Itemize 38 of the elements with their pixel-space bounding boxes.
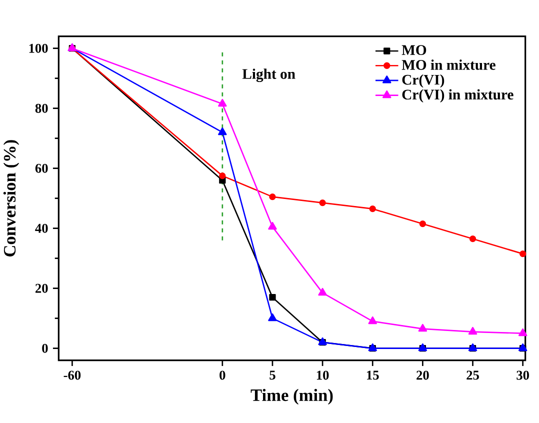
y-tick-label: 100 <box>29 44 48 53</box>
y-tick-label: 40 <box>35 224 48 233</box>
x-tick-label: 20 <box>416 370 429 380</box>
point <box>218 98 227 107</box>
x-tick-label: 15 <box>367 370 379 380</box>
legend-label: Cr(VI) <box>402 74 444 88</box>
point <box>318 288 327 296</box>
x-axis-title: Time (min) <box>250 388 333 405</box>
x-tick-label: -60 <box>64 370 81 380</box>
legend-label: Cr(VI) in mixture <box>402 89 514 103</box>
ref-line-label: Light on <box>242 68 296 82</box>
y-tick-label: 0 <box>42 344 48 353</box>
point <box>319 199 326 206</box>
point <box>469 235 476 242</box>
point <box>468 326 478 335</box>
point <box>219 172 226 180</box>
point <box>369 205 376 212</box>
point <box>268 222 277 230</box>
point <box>268 313 277 322</box>
point <box>518 328 528 336</box>
y-tick-label: 80 <box>35 104 48 113</box>
point <box>368 316 377 324</box>
legend-label: MO <box>402 45 426 56</box>
point <box>419 220 426 228</box>
y-tick-label: 20 <box>36 284 48 293</box>
y-axis-title: Conversion (%) <box>3 140 20 256</box>
point <box>269 193 276 200</box>
point <box>519 250 526 258</box>
x-tick-label: 0 <box>220 370 226 380</box>
point <box>269 294 276 301</box>
point <box>418 324 428 332</box>
x-tick-label: 10 <box>316 370 329 380</box>
x-tick-label: 30 <box>516 370 529 380</box>
y-tick-label: 60 <box>35 164 48 173</box>
legend-label: MO in mixture <box>402 60 496 70</box>
point <box>218 127 227 136</box>
x-tick-label: 25 <box>466 370 479 380</box>
x-tick-label: 5 <box>270 370 276 380</box>
